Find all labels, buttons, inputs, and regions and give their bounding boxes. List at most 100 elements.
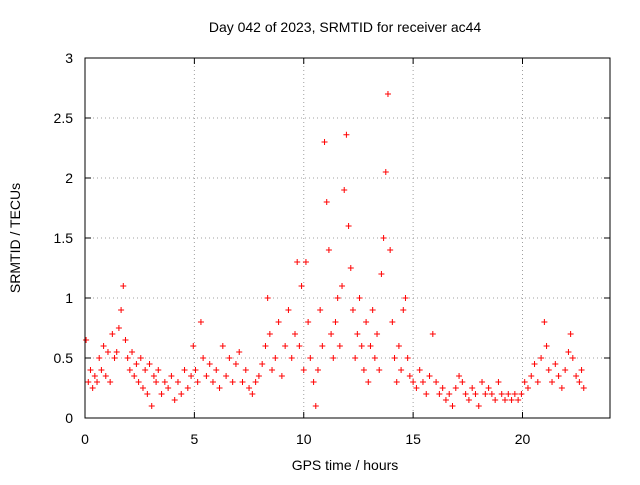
data-point	[365, 379, 372, 385]
data-point	[479, 379, 486, 385]
data-point	[402, 295, 409, 301]
data-point	[213, 367, 220, 373]
data-point	[442, 397, 449, 403]
data-point	[423, 391, 430, 397]
data-point	[459, 379, 466, 385]
data-point	[449, 403, 456, 409]
data-point	[321, 139, 328, 145]
data-point	[298, 283, 305, 289]
data-point	[307, 355, 314, 361]
data-point	[219, 343, 226, 349]
data-point	[352, 355, 359, 361]
data-point	[465, 397, 472, 403]
y-tick-label: 0	[65, 410, 73, 426]
data-point	[426, 373, 433, 379]
data-point	[314, 367, 321, 373]
data-point	[393, 379, 400, 385]
data-point	[367, 343, 374, 349]
data-point	[89, 385, 96, 391]
data-point	[312, 403, 319, 409]
data-point	[325, 247, 332, 253]
data-point	[502, 397, 508, 403]
data-point	[113, 349, 120, 355]
data-point	[178, 391, 185, 397]
data-point	[492, 397, 499, 403]
data-point	[305, 319, 312, 325]
data-point	[216, 385, 223, 391]
data-point	[131, 373, 138, 379]
data-point	[246, 385, 253, 391]
data-point	[294, 259, 301, 265]
data-point	[387, 247, 394, 253]
data-point	[524, 385, 531, 391]
data-point	[356, 295, 363, 301]
data-point	[259, 361, 266, 367]
data-point	[94, 379, 101, 385]
data-point	[115, 325, 122, 331]
data-point	[369, 307, 376, 313]
data-point	[558, 385, 565, 391]
data-point	[336, 343, 343, 349]
data-point	[495, 379, 502, 385]
data-point	[83, 337, 90, 343]
data-point	[469, 385, 476, 391]
data-point	[288, 355, 295, 361]
data-point	[534, 379, 541, 385]
data-point	[236, 349, 243, 355]
data-points	[83, 91, 587, 409]
data-point	[378, 271, 385, 277]
plot-frame	[84, 57, 611, 419]
x-tick-label: 5	[190, 431, 198, 447]
data-point	[573, 373, 580, 379]
data-point	[391, 355, 398, 361]
data-point	[255, 373, 262, 379]
data-point	[85, 379, 92, 385]
data-point	[382, 169, 389, 175]
data-point	[150, 373, 157, 379]
data-point	[400, 307, 407, 313]
data-point	[232, 361, 239, 367]
data-point	[485, 385, 492, 391]
data-point	[96, 355, 103, 361]
data-point	[194, 379, 201, 385]
data-point	[278, 373, 285, 379]
data-point	[171, 397, 178, 403]
y-tick-label: 3	[65, 50, 73, 66]
data-point	[133, 361, 140, 367]
data-point	[565, 349, 572, 355]
y-tick-label: 1.5	[54, 230, 74, 246]
y-axis-label: SRMTID / TECUs	[7, 183, 23, 293]
data-point	[552, 361, 559, 367]
data-point	[264, 295, 271, 301]
data-point	[158, 391, 165, 397]
data-point	[410, 379, 417, 385]
data-point	[319, 343, 326, 349]
data-point	[475, 403, 482, 409]
data-point	[531, 361, 538, 367]
data-point	[341, 187, 348, 193]
axis-ticks: 0 0.5 1 1.5 2 2.5 3 0 5 10 15 20	[54, 50, 610, 447]
data-point	[472, 391, 479, 397]
data-point	[124, 355, 131, 361]
y-tick-label: 1	[65, 290, 73, 306]
x-tick-label: 15	[405, 431, 421, 447]
data-point	[104, 349, 111, 355]
data-point	[358, 343, 365, 349]
x-tick-label: 0	[81, 431, 89, 447]
x-axis-label: GPS time / hours	[292, 457, 399, 473]
data-point	[107, 379, 114, 385]
data-point	[192, 367, 199, 373]
data-point	[508, 397, 515, 403]
x-tick-label: 20	[515, 431, 531, 447]
data-point	[398, 367, 405, 373]
data-point	[538, 355, 545, 361]
data-point	[347, 265, 354, 271]
data-point	[505, 391, 512, 397]
data-point	[549, 379, 556, 385]
data-point	[545, 367, 552, 373]
data-point	[345, 223, 352, 229]
data-point	[498, 391, 505, 397]
data-point	[317, 307, 324, 313]
data-point	[349, 307, 356, 313]
data-point	[146, 361, 153, 367]
